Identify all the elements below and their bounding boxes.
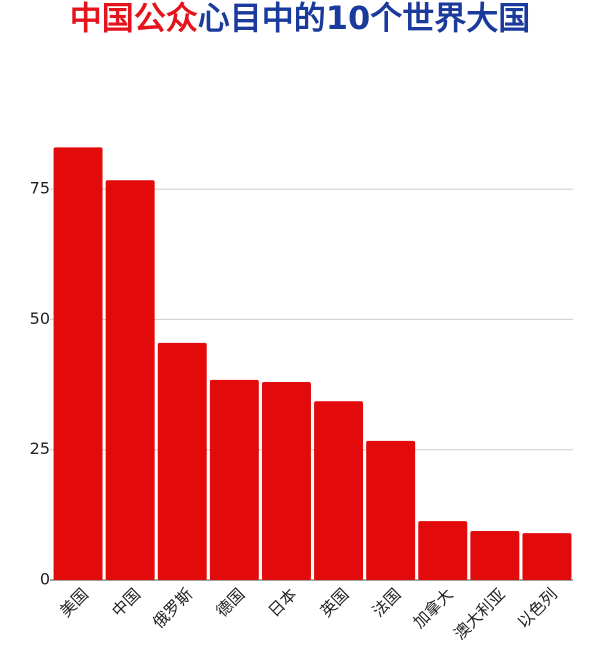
title-part: 中国公众 [70, 0, 198, 37]
x-tick-label: 德国 [212, 585, 248, 621]
bar [470, 531, 520, 580]
bar [418, 521, 468, 580]
bar [209, 379, 259, 580]
x-tick-label: 俄罗斯 [149, 585, 196, 632]
y-tick-label: 25 [30, 439, 50, 458]
x-tick-label: 法国 [369, 585, 405, 621]
y-tick-label: 0 [40, 570, 50, 589]
bar [366, 440, 416, 580]
y-tick-label: 50 [30, 309, 50, 328]
bar [105, 180, 155, 581]
x-tick-label: 加拿大 [409, 585, 456, 632]
x-tick-label: 澳大利亚 [450, 585, 509, 644]
title-part: 心目中的10个世界大国 [198, 0, 531, 37]
chart-title: 中国公众心目中的10个世界大国 [70, 0, 531, 37]
x-tick-label: 英国 [316, 585, 352, 621]
bar [53, 147, 103, 580]
bar [522, 533, 572, 580]
bar [157, 342, 207, 580]
bar [314, 401, 364, 580]
x-tick-label: 中国 [108, 585, 144, 621]
y-tick-label: 75 [30, 179, 50, 198]
x-tick-label: 美国 [56, 585, 92, 621]
x-tick-label: 日本 [264, 585, 300, 621]
x-tick-label: 以色列 [514, 585, 561, 632]
bar [261, 381, 311, 580]
